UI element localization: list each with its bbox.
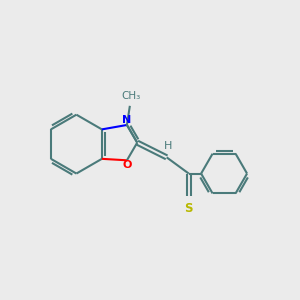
Text: O: O xyxy=(122,160,132,170)
Text: N: N xyxy=(122,115,131,125)
Text: H: H xyxy=(164,141,172,151)
Text: CH₃: CH₃ xyxy=(122,92,141,101)
Text: S: S xyxy=(184,202,193,214)
